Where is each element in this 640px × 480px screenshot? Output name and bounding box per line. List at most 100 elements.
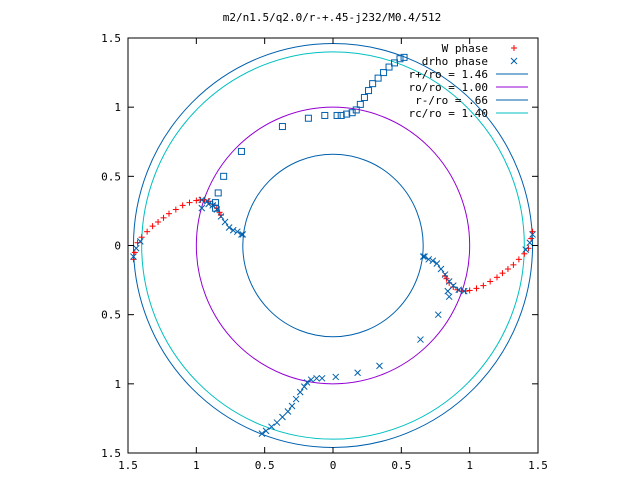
point-0-11 xyxy=(186,199,193,206)
y-tick-label: 0.5 xyxy=(101,309,121,322)
point-2-19 xyxy=(385,63,393,71)
point-1-29 xyxy=(529,231,536,238)
point-1-41 xyxy=(300,383,308,390)
legend-sample-1 xyxy=(510,57,518,65)
point-2-1 xyxy=(211,199,219,207)
y-tick-label: 1.5 xyxy=(101,32,121,45)
point-1-16 xyxy=(419,253,427,260)
y-tick-label: 1 xyxy=(114,378,121,391)
point-1-15 xyxy=(205,200,212,208)
point-0-28 xyxy=(494,274,500,281)
legend-sample-0 xyxy=(511,45,517,51)
point-1-40 xyxy=(303,379,311,386)
point-0-8 xyxy=(166,210,172,217)
legend-label-0: W phase xyxy=(442,42,488,55)
point-0-3 xyxy=(138,234,145,241)
data-series xyxy=(130,53,536,437)
point-1-39 xyxy=(307,376,315,384)
point-2-20 xyxy=(391,59,398,67)
point-1-46 xyxy=(279,413,286,421)
point-1-32 xyxy=(434,311,442,319)
x-tick-label: 0 xyxy=(330,459,337,472)
x-tick-label: 1.5 xyxy=(118,459,138,472)
point-0-5 xyxy=(149,223,156,230)
point-2-3 xyxy=(220,172,228,180)
point-2-16 xyxy=(369,80,377,88)
point-2-14 xyxy=(360,93,368,101)
point-1-3 xyxy=(198,196,206,204)
point-1-38 xyxy=(313,374,320,382)
point-0-23 xyxy=(521,250,528,257)
point-0-20 xyxy=(529,228,536,235)
point-1-47 xyxy=(273,419,281,426)
point-2-9 xyxy=(337,111,345,119)
point-2-22 xyxy=(400,53,408,61)
point-1-43 xyxy=(292,395,300,403)
point-1-8 xyxy=(221,218,229,226)
point-1-22 xyxy=(441,271,449,278)
point-1-31 xyxy=(445,293,453,301)
point-1-33 xyxy=(417,336,424,343)
point-0-9 xyxy=(172,206,179,213)
point-0-4 xyxy=(144,228,151,235)
chart-title: m2/n1.5/q2.0/r-+.45-j232/M0.4/512 xyxy=(223,11,442,24)
point-2-2 xyxy=(214,189,222,197)
axis-ticks: 1.5 1 0.5 0 0.5 1 1.51.510.500.511.5 xyxy=(101,32,548,472)
y-tick-label: 0 xyxy=(114,240,121,253)
legend-label-3: ro/ro = 1.00 xyxy=(409,81,488,94)
circle-3 xyxy=(141,51,525,440)
point-2-6 xyxy=(304,114,312,122)
point-1-28 xyxy=(526,239,534,247)
point-2-8 xyxy=(333,111,341,119)
point-1-49 xyxy=(262,427,270,435)
point-1-11 xyxy=(233,228,241,236)
point-0-1 xyxy=(131,249,138,256)
y-tick-label: 1 xyxy=(114,101,121,114)
x-tick-label: 0.5 xyxy=(255,459,275,472)
point-1-24 xyxy=(449,282,457,289)
y-tick-label: 0.5 xyxy=(101,170,121,183)
point-1-12 xyxy=(238,231,245,238)
point-2-5 xyxy=(278,123,286,131)
point-2-10 xyxy=(343,110,351,118)
point-1-7 xyxy=(217,213,225,220)
point-1-0 xyxy=(130,253,137,260)
point-1-21 xyxy=(437,265,445,273)
x-tick-label: 1.5 xyxy=(528,459,548,472)
point-0-0 xyxy=(130,256,137,263)
point-1-17 xyxy=(421,253,428,260)
point-1-2 xyxy=(136,237,144,245)
point-1-44 xyxy=(288,402,296,410)
legend-label-1: drho phase xyxy=(422,55,488,68)
circle-1 xyxy=(195,106,471,385)
series-2 xyxy=(211,53,408,212)
series-0 xyxy=(130,196,536,295)
point-2-13 xyxy=(356,100,364,108)
x-tick-label: 1 xyxy=(193,459,200,472)
point-2-18 xyxy=(380,69,388,77)
point-1-45 xyxy=(284,408,292,415)
x-tick-label: 1 xyxy=(466,459,473,472)
legend-label-4: r-/ro = .66 xyxy=(415,94,488,107)
point-0-31 xyxy=(473,285,480,292)
point-0-27 xyxy=(499,270,506,277)
point-0-19 xyxy=(217,212,224,219)
point-1-10 xyxy=(229,226,237,234)
point-1-9 xyxy=(225,224,233,231)
point-0-32 xyxy=(466,287,473,294)
point-0-37 xyxy=(446,279,453,286)
point-0-24 xyxy=(515,256,522,263)
point-1-42 xyxy=(296,388,304,396)
point-0-12 xyxy=(193,197,200,204)
point-1-25 xyxy=(455,286,463,294)
point-0-6 xyxy=(155,218,162,225)
point-0-39 xyxy=(442,272,449,279)
circle-2 xyxy=(242,153,424,338)
point-1-27 xyxy=(522,246,530,254)
point-0-25 xyxy=(510,261,517,268)
point-1-48 xyxy=(268,423,275,431)
point-0-7 xyxy=(160,214,167,221)
point-1-36 xyxy=(332,373,340,381)
y-tick-label: 1.5 xyxy=(101,447,121,460)
